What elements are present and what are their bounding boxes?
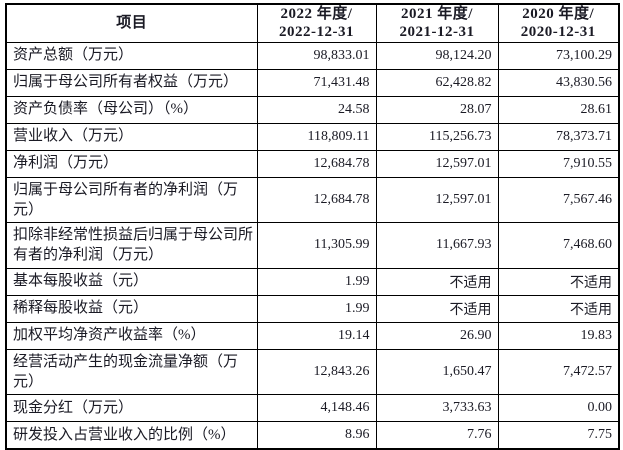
table-row: 现金分红（万元） 4,148.46 3,733.63 0.00 xyxy=(5,394,620,423)
row-value-2020: 7,472.57 xyxy=(497,348,620,396)
table-row: 资产负债率（母公司）（%） 24.58 28.07 28.61 xyxy=(5,95,620,124)
row-label: 基本每股收益（元） xyxy=(5,267,258,296)
table-row: 归属于母公司所有者的净利润（万元） 12,684.78 12,597.01 7,… xyxy=(5,176,620,224)
row-value-2021: 不适用 xyxy=(375,294,499,323)
header-year-2022-line1: 2022 年度/ xyxy=(280,6,353,22)
row-label: 加权平均净资产收益率（%） xyxy=(5,321,258,350)
row-value-2021: 1,650.47 xyxy=(375,348,499,396)
row-value-2020: 不适用 xyxy=(497,294,620,323)
header-year-2020-line2: 2020-12-31 xyxy=(520,24,596,41)
header-year-2020-line1: 2020 年度/ xyxy=(522,6,595,22)
row-value-2021: 3,733.63 xyxy=(375,394,499,423)
row-value-2020: 不适用 xyxy=(497,267,620,296)
row-value-2022: 12,684.78 xyxy=(256,176,377,224)
table-row: 营业收入（万元） 118,809.11 115,256.73 78,373.71 xyxy=(5,122,620,151)
header-year-2021: 2021 年度/ 2021-12-31 xyxy=(375,3,499,43)
row-value-2021: 62,428.82 xyxy=(375,68,499,97)
header-year-2021-line1: 2021 年度/ xyxy=(401,6,473,22)
header-item-column: 项目 xyxy=(5,3,258,43)
header-year-2021-line2: 2021-12-31 xyxy=(399,24,475,41)
row-value-2021: 26.90 xyxy=(375,321,499,350)
row-value-2022: 118,809.11 xyxy=(256,122,377,151)
row-value-2020: 43,830.56 xyxy=(497,68,620,97)
row-value-2022: 19.14 xyxy=(256,321,377,350)
header-year-2022: 2022 年度/ 2022-12-31 xyxy=(256,3,377,43)
row-value-2022: 12,843.26 xyxy=(256,348,377,396)
table-row: 净利润（万元） 12,684.78 12,597.01 7,910.55 xyxy=(5,149,620,178)
row-value-2022: 8.96 xyxy=(256,421,377,450)
row-value-2022: 98,833.01 xyxy=(256,41,377,70)
header-year-2022-line2: 2022-12-31 xyxy=(279,24,354,41)
row-label: 净利润（万元） xyxy=(5,149,258,178)
row-value-2021: 115,256.73 xyxy=(375,122,499,151)
row-value-2021: 7.76 xyxy=(375,421,499,450)
table-row: 经营活动产生的现金流量净额（万元） 12,843.26 1,650.47 7,4… xyxy=(5,348,620,396)
table-header-row: 项目 2022 年度/ 2022-12-31 2021 年度/ 2021-12-… xyxy=(5,3,620,43)
row-value-2020: 7.75 xyxy=(497,421,620,450)
financial-summary: 项目 2022 年度/ 2022-12-31 2021 年度/ 2021-12-… xyxy=(5,3,620,450)
row-value-2020: 78,373.71 xyxy=(497,122,620,151)
row-value-2021: 98,124.20 xyxy=(375,41,499,70)
row-value-2022: 11,305.99 xyxy=(256,222,377,269)
table-row: 基本每股收益（元） 1.99 不适用 不适用 xyxy=(5,267,620,296)
header-year-2020: 2020 年度/ 2020-12-31 xyxy=(497,3,620,43)
table-row: 扣除非经常性损益后归属于母公司所有者的净利润（万元） 11,305.99 11,… xyxy=(5,222,620,269)
row-label: 归属于母公司所有者权益（万元） xyxy=(5,68,258,97)
row-value-2022: 1.99 xyxy=(256,294,377,323)
row-value-2021: 12,597.01 xyxy=(375,149,499,178)
row-value-2020: 0.00 xyxy=(497,394,620,423)
row-value-2022: 24.58 xyxy=(256,95,377,124)
row-value-2021: 不适用 xyxy=(375,267,499,296)
row-value-2022: 4,148.46 xyxy=(256,394,377,423)
row-label: 归属于母公司所有者的净利润（万元） xyxy=(5,176,258,224)
row-label: 资产负债率（母公司）（%） xyxy=(5,95,258,124)
table-row: 稀释每股收益（元） 1.99 不适用 不适用 xyxy=(5,294,620,323)
row-value-2022: 71,431.48 xyxy=(256,68,377,97)
row-label: 经营活动产生的现金流量净额（万元） xyxy=(5,348,258,396)
row-value-2021: 12,597.01 xyxy=(375,176,499,224)
row-value-2021: 11,667.93 xyxy=(375,222,499,269)
row-value-2022: 1.99 xyxy=(256,267,377,296)
row-value-2020: 7,468.60 xyxy=(497,222,620,269)
row-value-2020: 19.83 xyxy=(497,321,620,350)
table-row: 归属于母公司所有者权益（万元） 71,431.48 62,428.82 43,8… xyxy=(5,68,620,97)
row-value-2022: 12,684.78 xyxy=(256,149,377,178)
row-value-2020: 73,100.29 xyxy=(497,41,620,70)
row-label: 研发投入占营业收入的比例（%） xyxy=(5,421,258,450)
row-label: 稀释每股收益（元） xyxy=(5,294,258,323)
row-label: 资产总额（万元） xyxy=(5,41,258,70)
row-value-2020: 7,910.55 xyxy=(497,149,620,178)
table-row: 研发投入占营业收入的比例（%） 8.96 7.76 7.75 xyxy=(5,421,620,450)
table-row: 加权平均净资产收益率（%） 19.14 26.90 19.83 xyxy=(5,321,620,350)
row-label: 现金分红（万元） xyxy=(5,394,258,423)
financial-metrics-table: 项目 2022 年度/ 2022-12-31 2021 年度/ 2021-12-… xyxy=(5,3,620,450)
table-row: 资产总额（万元） 98,833.01 98,124.20 73,100.29 xyxy=(5,41,620,70)
row-value-2020: 28.61 xyxy=(497,95,620,124)
row-value-2020: 7,567.46 xyxy=(497,176,620,224)
row-label: 营业收入（万元） xyxy=(5,122,258,151)
row-label: 扣除非经常性损益后归属于母公司所有者的净利润（万元） xyxy=(5,222,258,269)
row-value-2021: 28.07 xyxy=(375,95,499,124)
